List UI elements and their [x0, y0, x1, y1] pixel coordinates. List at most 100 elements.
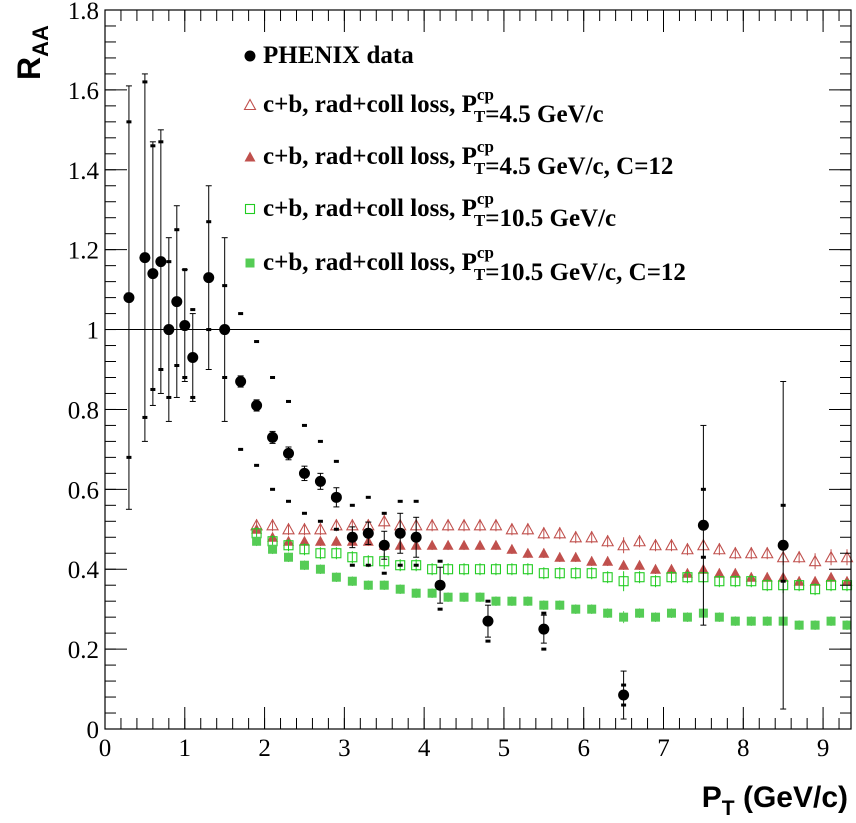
model-point	[746, 576, 757, 587]
model-point	[730, 576, 741, 587]
legend-label-sup: cp	[477, 85, 494, 104]
model-point	[298, 535, 310, 546]
data-point	[697, 519, 709, 531]
model-point	[522, 564, 533, 575]
data-syst-mark	[158, 140, 164, 144]
data-point	[163, 324, 175, 336]
legend-marker	[244, 50, 256, 62]
data-syst-mark	[485, 599, 491, 603]
model-point	[490, 564, 502, 575]
model-point	[665, 538, 678, 551]
x-tick-label: 6	[577, 735, 590, 762]
data-point	[171, 296, 183, 308]
model-point	[522, 547, 534, 558]
model-point	[762, 580, 773, 591]
model-point	[826, 616, 836, 626]
x-tick-label: 2	[258, 735, 271, 762]
y-tick-label: 1.2	[68, 238, 99, 265]
model-point	[539, 600, 549, 610]
model-point	[395, 584, 405, 594]
y-tick-label: 0.2	[68, 637, 99, 664]
model-point	[299, 560, 309, 570]
model-point	[810, 584, 821, 595]
x-tick-label: 4	[418, 735, 431, 762]
data-syst-mark	[700, 555, 706, 559]
data-syst-mark	[190, 308, 196, 312]
data-syst-mark	[206, 220, 212, 224]
data-syst-mark	[158, 368, 164, 371]
data-syst-mark	[413, 499, 419, 503]
data-syst-mark	[365, 563, 371, 567]
data-point	[346, 531, 358, 543]
model-point	[728, 546, 742, 559]
data-syst-mark	[182, 375, 188, 379]
model-point	[586, 568, 597, 579]
legend-label: c+b, rad+coll loss, Pcp T=4.5 GeV/c	[263, 85, 604, 128]
legend-entry-1: c+b, rad+coll loss, Pcp T=4.5 GeV/c	[243, 85, 604, 128]
model-point	[603, 608, 613, 618]
model-point	[443, 592, 453, 602]
x-tick-label: 1	[179, 735, 192, 762]
model-point	[377, 514, 391, 527]
model-point	[266, 518, 279, 531]
data-point	[378, 539, 390, 551]
legend-label-sup: cp	[477, 137, 494, 156]
model-point	[713, 567, 725, 578]
model-point	[459, 592, 469, 602]
data-point	[362, 527, 374, 539]
model-point	[315, 564, 325, 574]
data-syst-mark	[541, 611, 547, 615]
data-syst-mark	[286, 399, 292, 403]
legend-label: c+b, rad+coll loss, Pcp T=10.5 GeV/c, C=1…	[263, 243, 686, 286]
model-point	[587, 604, 597, 614]
data-syst-mark	[349, 563, 355, 567]
model-point	[521, 522, 535, 535]
plot-area	[105, 73, 854, 720]
model-point	[651, 612, 661, 622]
model-point	[283, 540, 294, 551]
y-tick-label: 1.4	[68, 158, 100, 185]
model-point	[331, 548, 342, 559]
y-tick-label: 0.4	[68, 557, 100, 584]
legend-label-text: c+b, rad+coll loss, P	[263, 249, 477, 276]
data-point	[155, 256, 167, 268]
model-point	[363, 580, 373, 590]
legend-label-text: c+b, rad+coll loss, P	[263, 195, 477, 222]
model-point	[475, 592, 485, 602]
model-point	[712, 542, 726, 555]
x-axis-title-main: P	[702, 781, 722, 814]
model-point	[586, 555, 598, 566]
data-point	[139, 252, 151, 264]
model-point	[507, 596, 517, 606]
legend-marker	[244, 203, 256, 215]
data-point	[235, 375, 247, 387]
data-point	[187, 352, 199, 364]
legend-label-sub: T	[474, 107, 486, 126]
data-syst-mark	[317, 519, 323, 523]
legend-label-text: =10.5 GeV/c, C=12	[485, 259, 686, 286]
model-point	[331, 572, 341, 582]
data-syst-mark	[381, 511, 387, 515]
legend-label: c+b, rad+coll loss, Pcp T=10.5 GeV/c	[263, 189, 616, 232]
model-point	[666, 608, 676, 618]
y-tick-label: 0.6	[68, 477, 99, 504]
x-tick-label: 7	[657, 735, 670, 762]
y-axis-title: RAA	[11, 25, 53, 80]
legend-marker	[245, 258, 255, 268]
x-tick-label: 5	[498, 735, 511, 762]
model-point	[314, 535, 326, 546]
legend-entry-4: c+b, rad+coll loss, Pcp T=10.5 GeV/c, C=1…	[245, 243, 686, 286]
data-syst-mark	[365, 495, 371, 499]
data-syst-mark	[254, 463, 260, 467]
data-point	[394, 527, 406, 539]
model-point	[601, 534, 615, 547]
model-point	[553, 526, 567, 539]
model-point	[634, 559, 646, 570]
legend-label-text: =10.5 GeV/c	[485, 205, 616, 232]
model-point	[555, 600, 565, 610]
legend-entry-2: c+b, rad+coll loss, Pcp T=4.5 GeV/c, C=12	[244, 137, 673, 180]
data-point	[251, 399, 263, 411]
model-point	[809, 575, 821, 586]
model-point	[570, 568, 581, 579]
model-point	[506, 543, 518, 554]
